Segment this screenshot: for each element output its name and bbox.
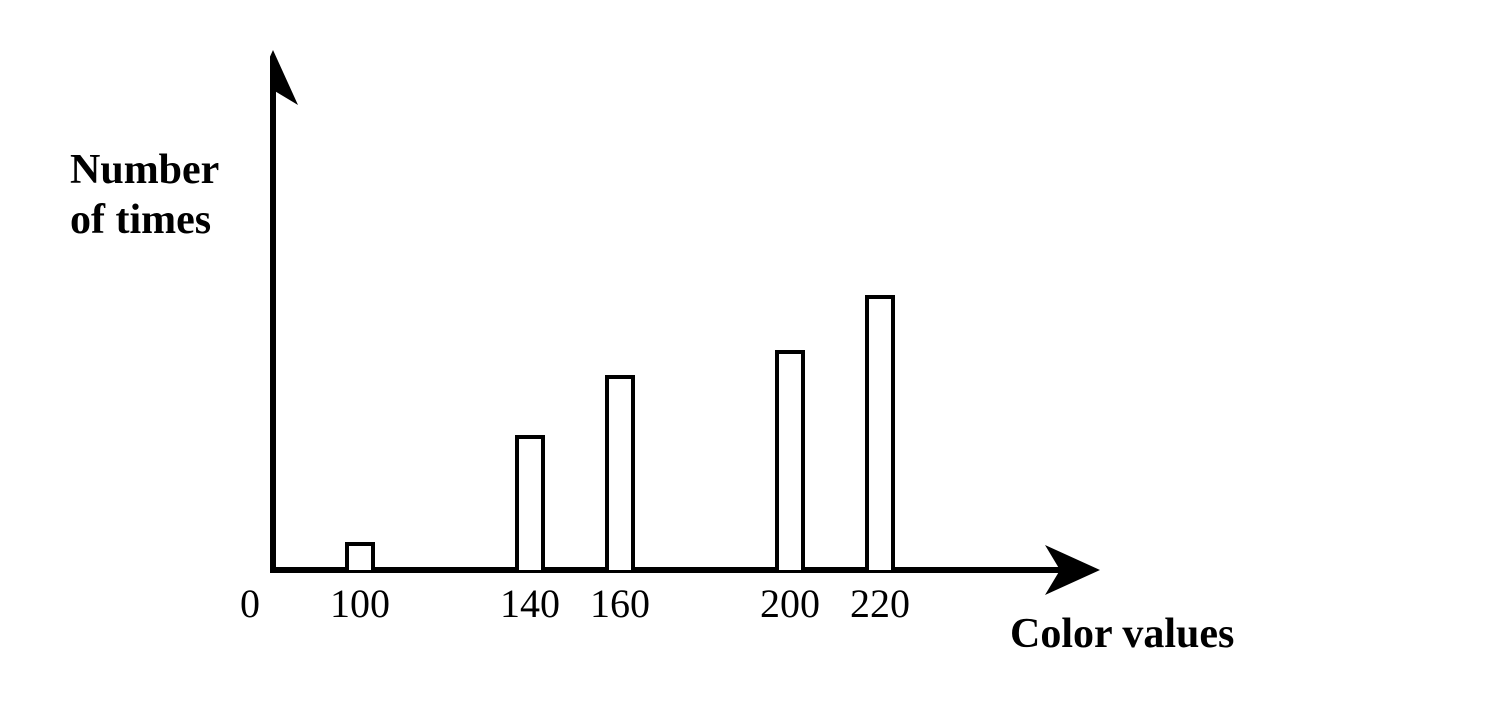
axes-svg: [270, 50, 1170, 670]
x-tick-label: 140: [500, 580, 560, 627]
bar: [345, 542, 375, 570]
x-tick-label: 200: [760, 580, 820, 627]
x-tick-label: 160: [590, 580, 650, 627]
x-tick-label: 100: [330, 580, 390, 627]
histogram-chart: Number of times Color values 0 100140160…: [270, 50, 1370, 670]
y-axis-label: Number of times: [70, 145, 219, 246]
bar: [605, 375, 635, 570]
origin-label: 0: [240, 580, 260, 627]
y-axis-label-line2: of times: [70, 197, 211, 243]
bar: [775, 350, 805, 570]
y-axis-label-line1: Number: [70, 147, 219, 193]
bar: [865, 295, 895, 570]
bar: [515, 435, 545, 570]
x-tick-label: 220: [850, 580, 910, 627]
